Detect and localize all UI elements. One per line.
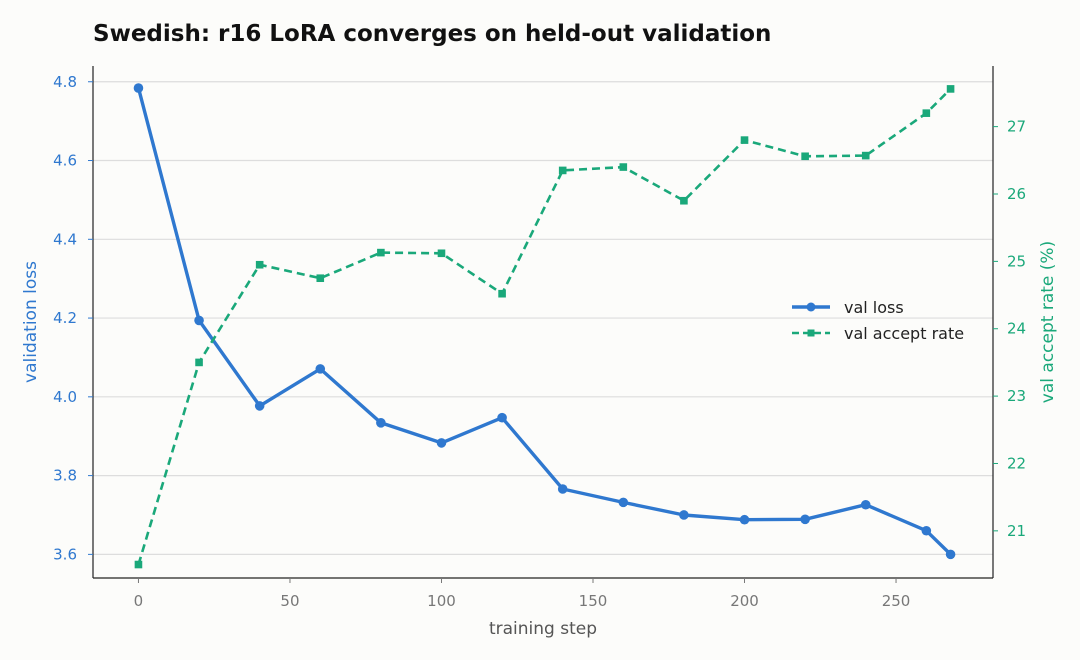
right-axis-label: val accept rate (%) [1038, 241, 1058, 403]
right-axis-ticks: 21 22 23 24 25 26 27 [993, 118, 1026, 540]
legend-val-accept-label: val accept rate [844, 324, 964, 343]
point-val-loss-3 [315, 364, 326, 374]
point-val-accept-rate-5 [437, 249, 446, 258]
right-tick-label-4: 25 [1007, 252, 1026, 270]
left-tick-label-2: 4.0 [53, 388, 77, 406]
point-val-loss-8 [618, 497, 629, 508]
legend-val-loss-label: val loss [844, 298, 904, 317]
left-axis-ticks: 3.6 3.8 4.0 4.2 4.4 4.6 4.8 [53, 73, 93, 563]
point-val-loss-5 [436, 438, 447, 448]
right-tick-label-5: 26 [1007, 185, 1026, 203]
point-val-accept-rate-14 [946, 85, 955, 93]
right-tick-label-1: 22 [1007, 454, 1026, 472]
point-val-accept-rate-2 [255, 260, 264, 269]
point-val-accept-rate-6 [498, 289, 506, 298]
point-val-accept-rate-9 [680, 196, 688, 205]
right-tick-label-3: 24 [1007, 320, 1026, 338]
point-val-accept-rate-8 [619, 163, 628, 171]
point-val-accept-rate-4 [377, 248, 385, 257]
series-line-val-accept-rate [137, 87, 952, 565]
point-val-loss-0 [133, 83, 144, 93]
series-line-val-loss [136, 87, 952, 556]
left-tick-label-5: 4.6 [53, 152, 77, 170]
point-val-loss-9 [679, 510, 689, 520]
point-val-accept-rate-1 [195, 358, 203, 367]
right-tick-label-0: 21 [1007, 522, 1026, 540]
left-axis-label: validation loss [21, 261, 41, 383]
point-val-loss-6 [497, 412, 507, 423]
right-tick-label-2: 23 [1007, 387, 1026, 405]
left-tick-label-3: 4.2 [53, 309, 77, 327]
x-tick-label-4: 200 [730, 592, 759, 610]
left-tick-label-4: 4.4 [53, 230, 77, 248]
point-val-loss-1 [194, 315, 204, 326]
x-tick-label-0: 0 [134, 592, 144, 610]
legend-val-accept-marker [807, 329, 815, 337]
x-tick-label-1: 50 [280, 592, 299, 610]
left-tick-label-1: 3.8 [53, 467, 77, 485]
x-tick-label-3: 150 [579, 592, 608, 610]
point-val-loss-2 [254, 401, 265, 411]
point-val-accept-rate-10 [740, 136, 749, 144]
point-val-accept-rate-0 [134, 560, 143, 569]
point-val-loss-13 [921, 525, 932, 536]
legend: val loss val accept rate [792, 298, 964, 343]
point-val-accept-rate-11 [801, 152, 809, 161]
point-val-loss-12 [860, 499, 871, 510]
x-axis-ticks: 0 50 100 150 200 250 [134, 578, 911, 610]
point-val-accept-rate-7 [558, 166, 567, 175]
x-axis-label: training step [489, 619, 597, 639]
left-tick-label-0: 3.6 [53, 545, 77, 563]
point-val-loss-10 [739, 514, 750, 525]
point-val-accept-rate-12 [861, 151, 870, 160]
grid-lines [93, 81, 993, 555]
left-tick-label-6: 4.8 [53, 73, 77, 91]
point-val-accept-rate-3 [316, 274, 325, 283]
legend-val-loss-marker [806, 302, 816, 312]
axes [92, 66, 994, 579]
point-val-loss-4 [376, 418, 386, 428]
chart-title: Swedish: r16 LoRA converges on held-out … [93, 21, 771, 47]
x-tick-label-5: 250 [882, 592, 911, 610]
point-val-loss-7 [557, 484, 568, 494]
right-tick-label-6: 27 [1007, 118, 1026, 136]
point-val-loss-11 [800, 514, 810, 525]
x-tick-label-2: 100 [427, 592, 456, 610]
point-val-loss-14 [945, 549, 956, 560]
series-layer [133, 83, 956, 569]
point-val-accept-rate-13 [922, 109, 931, 117]
